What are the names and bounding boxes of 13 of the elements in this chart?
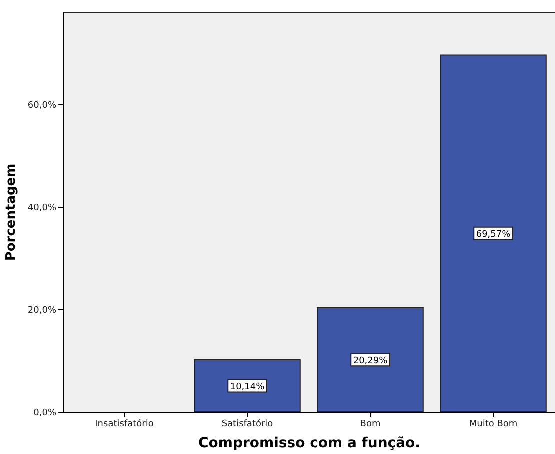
data-label: 10,14% bbox=[230, 382, 266, 392]
x-axis-title: Compromisso com a função. bbox=[198, 436, 420, 452]
y-tick-label: 60,0% bbox=[28, 100, 57, 111]
y-tick-label: 40,0% bbox=[28, 203, 57, 214]
x-tick-label: Satisfatório bbox=[222, 418, 274, 430]
y-tick-label: 20,0% bbox=[28, 306, 57, 316]
x-tick-label: Bom bbox=[360, 420, 381, 430]
y-tick-label: 0,0% bbox=[34, 408, 57, 418]
x-tick-label: Insatisfatório bbox=[95, 418, 154, 430]
x-tick-label: Muito Bom bbox=[469, 420, 518, 430]
data-label: 20,29% bbox=[353, 356, 388, 366]
data-label: 69,57% bbox=[476, 230, 512, 240]
y-axis-title: Porcentagem bbox=[4, 164, 19, 262]
